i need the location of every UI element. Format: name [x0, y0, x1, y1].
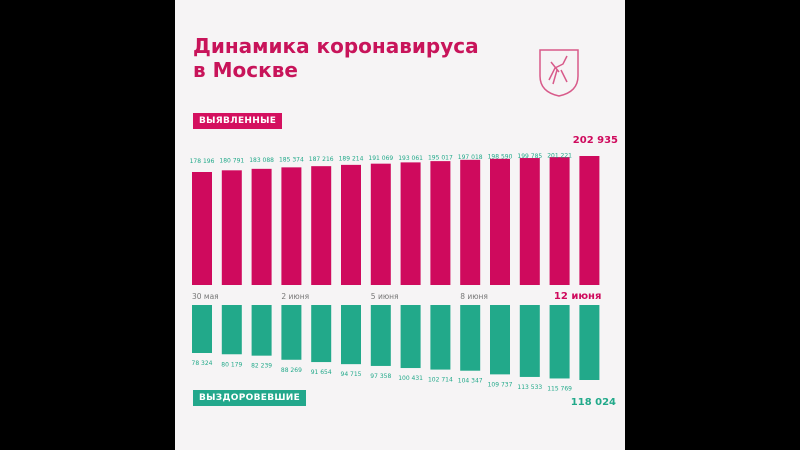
recovered-legend-label: ВЫЗДОРОВЕВШИЕ [193, 390, 307, 406]
recovered-data-label: 100 431 [398, 375, 423, 382]
confirmed-data-label: 199 785 [517, 153, 542, 160]
recovered-bar [311, 305, 332, 363]
recovered-bar [341, 305, 361, 365]
recovered-data-label: 80 179 [221, 361, 242, 368]
recovered-bar [519, 305, 540, 377]
confirmed-data-label: 197 018 [458, 154, 483, 161]
recovered-data-label: 91 654 [311, 369, 332, 376]
x-tick-label: 8 июня [460, 292, 488, 301]
confirmed-legend-label: ВЫЯВЛЕННЫЕ [193, 113, 283, 129]
recovered-data-label: 104 347 [458, 378, 483, 385]
confirmed-bar [341, 164, 361, 285]
recovered-data-label: 115 769 [547, 385, 572, 392]
recovered-data-label: 109 737 [488, 381, 513, 388]
confirmed-bar [370, 163, 391, 285]
x-tick-label: 2 июня [281, 292, 309, 301]
recovered-data-label: 82 239 [251, 363, 272, 370]
recovered-bar [460, 305, 481, 371]
recovered-bar [579, 305, 600, 380]
confirmed-data-label: 185 374 [279, 157, 304, 164]
page-title: Динамика коронавируса в Москве [193, 34, 479, 82]
confirmed-data-label: 178 196 [190, 158, 215, 165]
x-tick-label: 12 июня [554, 291, 601, 302]
confirmed-bar [549, 157, 570, 285]
moscow-coat-of-arms-icon [539, 49, 579, 97]
recovered-bar [549, 305, 570, 379]
recovered-bar [430, 305, 451, 370]
confirmed-data-label: 183 088 [249, 157, 274, 164]
confirmed-bar [430, 161, 451, 285]
recovered-data-label: 78 324 [192, 360, 213, 367]
confirmed-data-label: 198 590 [488, 153, 513, 160]
confirmed-bar [579, 156, 600, 285]
confirmed-data-label: 201 221 [547, 152, 572, 159]
confirmed-data-label: 193 061 [398, 155, 423, 162]
recovered-data-label: 97 358 [370, 373, 391, 380]
recovered-data-label: 102 714 [428, 377, 453, 384]
recovered-bar [400, 305, 421, 369]
confirmed-data-label: 195 017 [428, 154, 453, 161]
confirmed-data-label: 187 216 [309, 156, 334, 163]
recovered-bar [221, 305, 242, 355]
confirmed-data-label: 180 791 [219, 158, 244, 165]
recovered-bar [251, 305, 272, 356]
confirmed-bar [460, 159, 481, 285]
confirmed-bar [519, 158, 540, 285]
recovered-bar [281, 305, 302, 360]
confirmed-bar [221, 170, 242, 285]
confirmed-bar [311, 166, 332, 285]
recovered-data-label: 118 024 [571, 397, 616, 408]
x-tick-label: 5 июня [371, 292, 399, 301]
x-tick-label: 30 мая [192, 292, 219, 301]
confirmed-data-label: 191 069 [368, 155, 393, 162]
confirmed-bar [192, 172, 212, 285]
confirmed-bar [400, 162, 421, 285]
confirmed-data-label: 189 214 [339, 156, 364, 163]
confirmed-bar [490, 158, 510, 285]
infographic-card: Динамика коронавируса в Москве ВЫЯВЛЕННЫ… [175, 0, 625, 450]
recovered-bar [490, 305, 510, 375]
confirmed-bar [281, 167, 302, 285]
recovered-data-label: 94 715 [341, 371, 362, 378]
recovered-data-label: 88 269 [281, 367, 302, 374]
recovered-bar [370, 305, 391, 366]
confirmed-data-label: 202 935 [573, 135, 618, 146]
recovered-data-label: 113 533 [517, 384, 542, 391]
recovered-bar [192, 305, 212, 353]
bar-chart: 178 196 78 324 180 791 80 179 183 088 82 239 1… [190, 135, 618, 408]
confirmed-bar [251, 168, 272, 285]
